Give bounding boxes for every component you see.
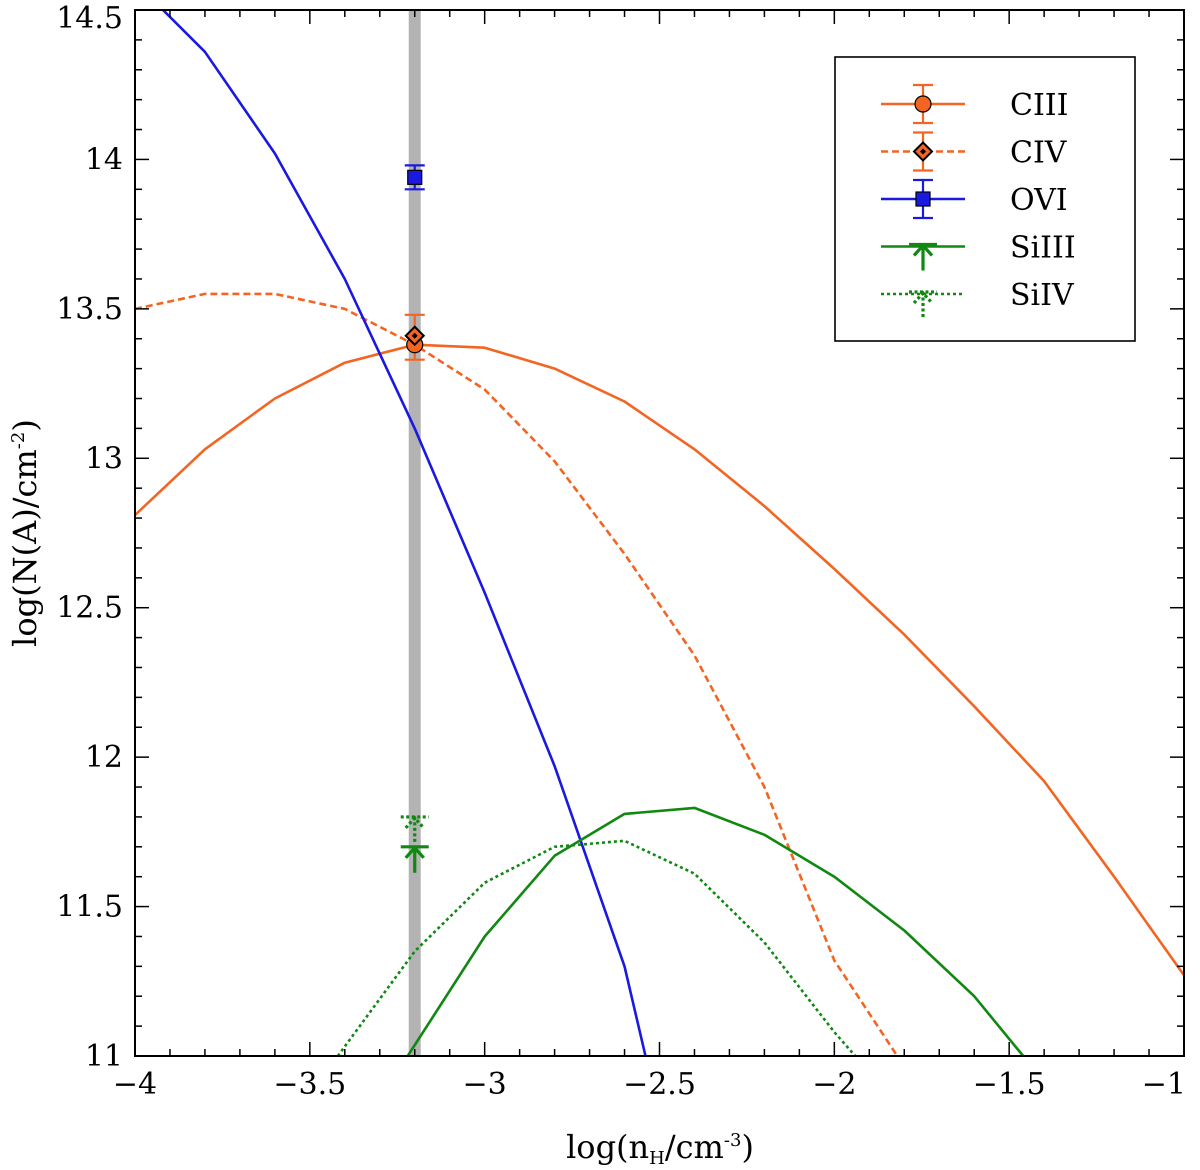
x-axis-title-mid: /cm: [665, 1128, 724, 1166]
legend-ciii-marker: [914, 95, 932, 113]
legend-box: [834, 56, 1136, 342]
y-tick-label: 11.5: [56, 890, 123, 925]
measurement-siiii-upper-limit: [400, 845, 429, 873]
legend-ovi-label: OVI: [1010, 183, 1068, 218]
x-tick-label: −3.5: [273, 1067, 346, 1102]
legend-ovi-marker: [915, 191, 931, 207]
x-tick-label: −4: [113, 1067, 157, 1102]
x-axis-title: log(nH/cm-3): [566, 1128, 754, 1169]
x-axis-title-sub: H: [649, 1148, 665, 1169]
y-tick-label: 12.5: [56, 591, 123, 626]
y-tick-label: 12: [85, 740, 123, 775]
x-axis-title-main: log(n: [566, 1128, 649, 1166]
y-axis-title-sup: -2: [8, 432, 29, 450]
y-tick-label: 14.5: [56, 1, 123, 36]
y-tick-label: 11: [85, 1039, 123, 1074]
legend: CIII CIV OVI SiIII SiIV: [834, 56, 1136, 342]
series-line-siiii: [406, 806, 1025, 1056]
measurement-layer: [400, 164, 429, 873]
y-axis-title-end: ): [6, 419, 44, 431]
measurement-civ-marker-inner: [411, 332, 418, 339]
tick-layer: −4 −3.5 −3 −2.5 −2 −1.5 −1 11 11.5 12 12.5 13 13.5 14…: [56, 1, 1186, 1102]
x-tick-label: −1: [1142, 1067, 1186, 1102]
series-layer: [135, 10, 1184, 1056]
measurement-siiv-upper-limit: [400, 815, 429, 843]
y-axis-title-main: log(N(A)/cm: [6, 449, 44, 647]
best-fit-band-layer: [408, 10, 421, 1056]
series-line-ciii: [135, 343, 1184, 977]
series-line-ovi: [162, 10, 647, 1056]
measurement-siiii-upper-limit-head: [404, 845, 425, 859]
x-axis-title-sup: -3: [724, 1130, 742, 1151]
measurement-ovi-marker: [407, 169, 423, 185]
series-line-civ: [135, 292, 899, 1056]
y-tick-label: 13.5: [56, 292, 123, 327]
legend-siiii-label: SiIII: [1010, 231, 1076, 266]
best-fit-density-band: [408, 10, 421, 1056]
x-axis-title-end: ): [741, 1128, 753, 1166]
y-tick-label: 14: [85, 142, 123, 177]
y-axis-title: log(N(A)/cm-2): [6, 419, 44, 647]
measurement-siiv-upper-limit-head: [404, 815, 425, 829]
y-tick-label: 13: [85, 441, 123, 476]
x-tick-label: −3: [463, 1067, 507, 1102]
legend-ciii-label: CIII: [1010, 88, 1069, 123]
series-line-siiv: [336, 839, 857, 1056]
x-tick-label: −1.5: [973, 1067, 1046, 1102]
legend-siiv-label: SiIV: [1010, 278, 1075, 313]
legend-civ-marker-inner: [920, 148, 926, 155]
x-tick-label: −2: [812, 1067, 856, 1102]
x-tick-label: −2.5: [623, 1067, 696, 1102]
legend-civ-label: CIV: [1010, 136, 1068, 171]
